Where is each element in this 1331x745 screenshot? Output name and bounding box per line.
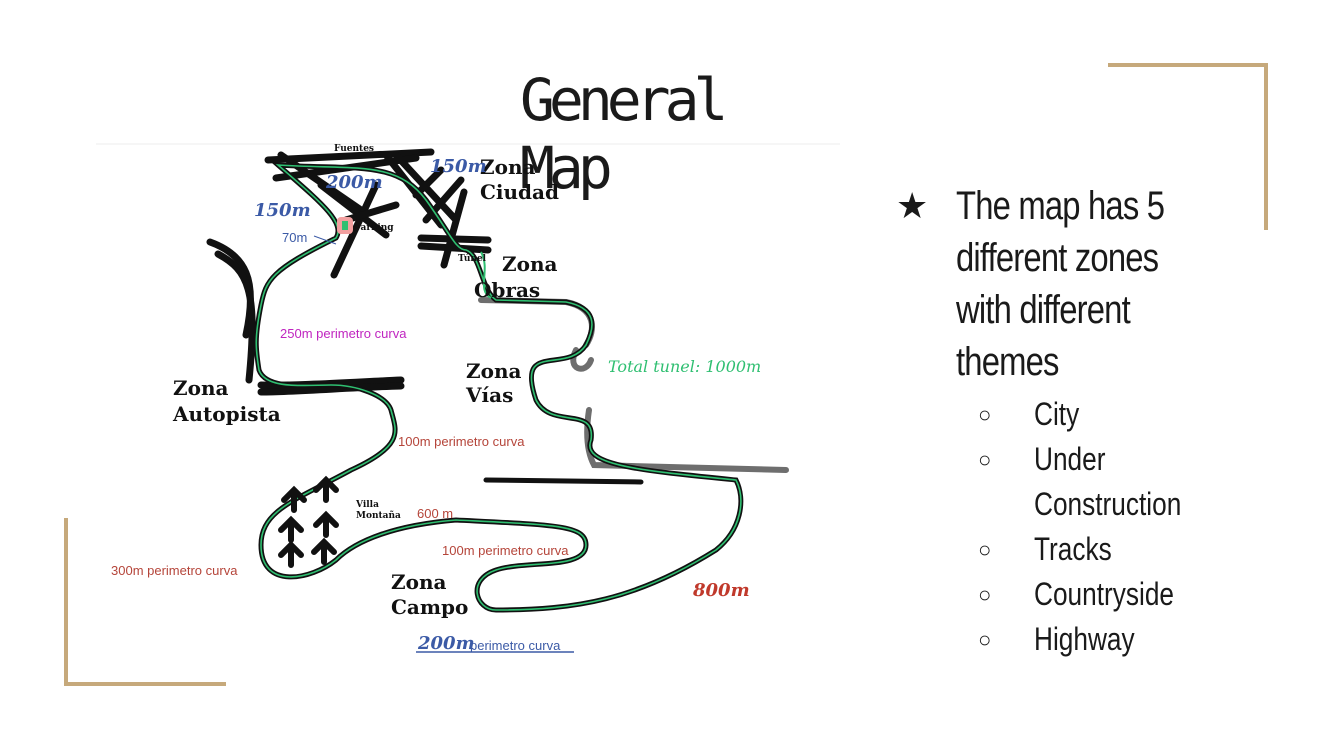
measure-800m: 800m xyxy=(692,580,750,601)
parking-icon-inner xyxy=(342,221,348,230)
circle-bullet-icon: ○ xyxy=(978,402,992,427)
distance-pointer xyxy=(313,235,337,245)
sub-bullet-tracks: ○ Tracks xyxy=(978,527,1276,572)
measure-250m-curve: 250m perimetro curva xyxy=(280,326,407,341)
place-villa-line2: Montaña xyxy=(356,510,401,521)
zone-ciudad-line1: Zona xyxy=(480,155,535,179)
decor-corner-top-right-vertical xyxy=(1264,63,1268,230)
measure-200m-top: 200m xyxy=(325,172,383,193)
zone-campo-line1: Zona xyxy=(391,570,446,594)
measure-200m-bottom: 200m xyxy=(417,633,475,654)
racing-line xyxy=(255,164,742,611)
measure-150m-left: 150m xyxy=(254,200,311,221)
sub-bullet-text: Highway xyxy=(1034,621,1135,657)
star-icon: ★ xyxy=(896,185,929,226)
track-map: Zona Ciudad Zona Obras Zona Vías Zona Au… xyxy=(96,143,840,654)
sub-bullet-city: ○ City xyxy=(978,392,1276,437)
sub-bullet-text: Countryside xyxy=(1034,576,1175,612)
tree-group-icon xyxy=(278,475,339,568)
zone-vias-line2: Vías xyxy=(465,383,513,407)
zone-campo-line2: Campo xyxy=(391,595,468,619)
place-parking: Parking xyxy=(354,223,394,233)
sub-bullet-text: Tracks xyxy=(1034,531,1112,567)
construction-roads xyxy=(478,297,789,473)
measure-100m-curve-a: 100m perimetro curva xyxy=(398,434,525,449)
zone-ciudad-line2: Ciudad xyxy=(480,180,559,204)
measure-total-tunnel: Total tunel: 1000m xyxy=(608,357,761,376)
measure-70m: 70m xyxy=(282,230,307,245)
bullet-list: ★ The map has 5 different zones with dif… xyxy=(896,180,1276,662)
zone-obras-line2: Obras xyxy=(474,278,540,302)
countryside-road xyxy=(483,477,644,485)
bullet-main: ★ The map has 5 different zones with dif… xyxy=(896,180,1276,388)
place-tunel: Túnel xyxy=(458,253,487,264)
circle-bullet-icon: ○ xyxy=(978,447,992,472)
measure-150m-top: 150m xyxy=(430,156,487,177)
decor-corner-bottom-left-vertical xyxy=(64,518,68,686)
tunnel-path xyxy=(480,251,492,299)
bullet-main-text: The map has 5 different zones with diffe… xyxy=(956,184,1165,384)
sub-bullet-list: ○ City ○ Under Construction ○ Tracks ○ Count… xyxy=(896,392,1276,662)
zone-autopista-line1: Zona xyxy=(173,376,228,400)
sub-bullet-highway: ○ Highway xyxy=(978,617,1276,662)
decor-corner-bottom-left-horizontal xyxy=(64,682,226,686)
zone-vias-line1: Zona xyxy=(466,359,521,383)
zone-obras-line1: Zona xyxy=(502,252,557,276)
slide-title: General Map xyxy=(520,66,728,202)
measure-bottom-curve: perimetro curva xyxy=(470,638,561,653)
circle-bullet-icon: ○ xyxy=(978,582,992,607)
measure-100m-curve-b: 100m perimetro curva xyxy=(442,543,569,558)
measure-300m-curve: 300m perimetro curva xyxy=(111,563,238,578)
measure-600m: 600 m xyxy=(417,506,453,521)
circle-bullet-icon: ○ xyxy=(978,627,992,652)
place-villa-line1: Villa xyxy=(355,500,379,510)
sub-bullet-construction: ○ Under Construction xyxy=(978,437,1276,527)
circle-bullet-icon: ○ xyxy=(978,537,992,562)
place-fuentes: Fuentes xyxy=(334,144,374,154)
sub-bullet-countryside: ○ Countryside xyxy=(978,572,1276,617)
decor-corner-top-right-horizontal xyxy=(1108,63,1268,67)
sub-bullet-text: Under Construction xyxy=(1034,441,1182,522)
sub-bullet-text: City xyxy=(1034,396,1080,432)
zone-autopista-line2: Autopista xyxy=(172,402,281,426)
highway-roads xyxy=(206,238,405,396)
